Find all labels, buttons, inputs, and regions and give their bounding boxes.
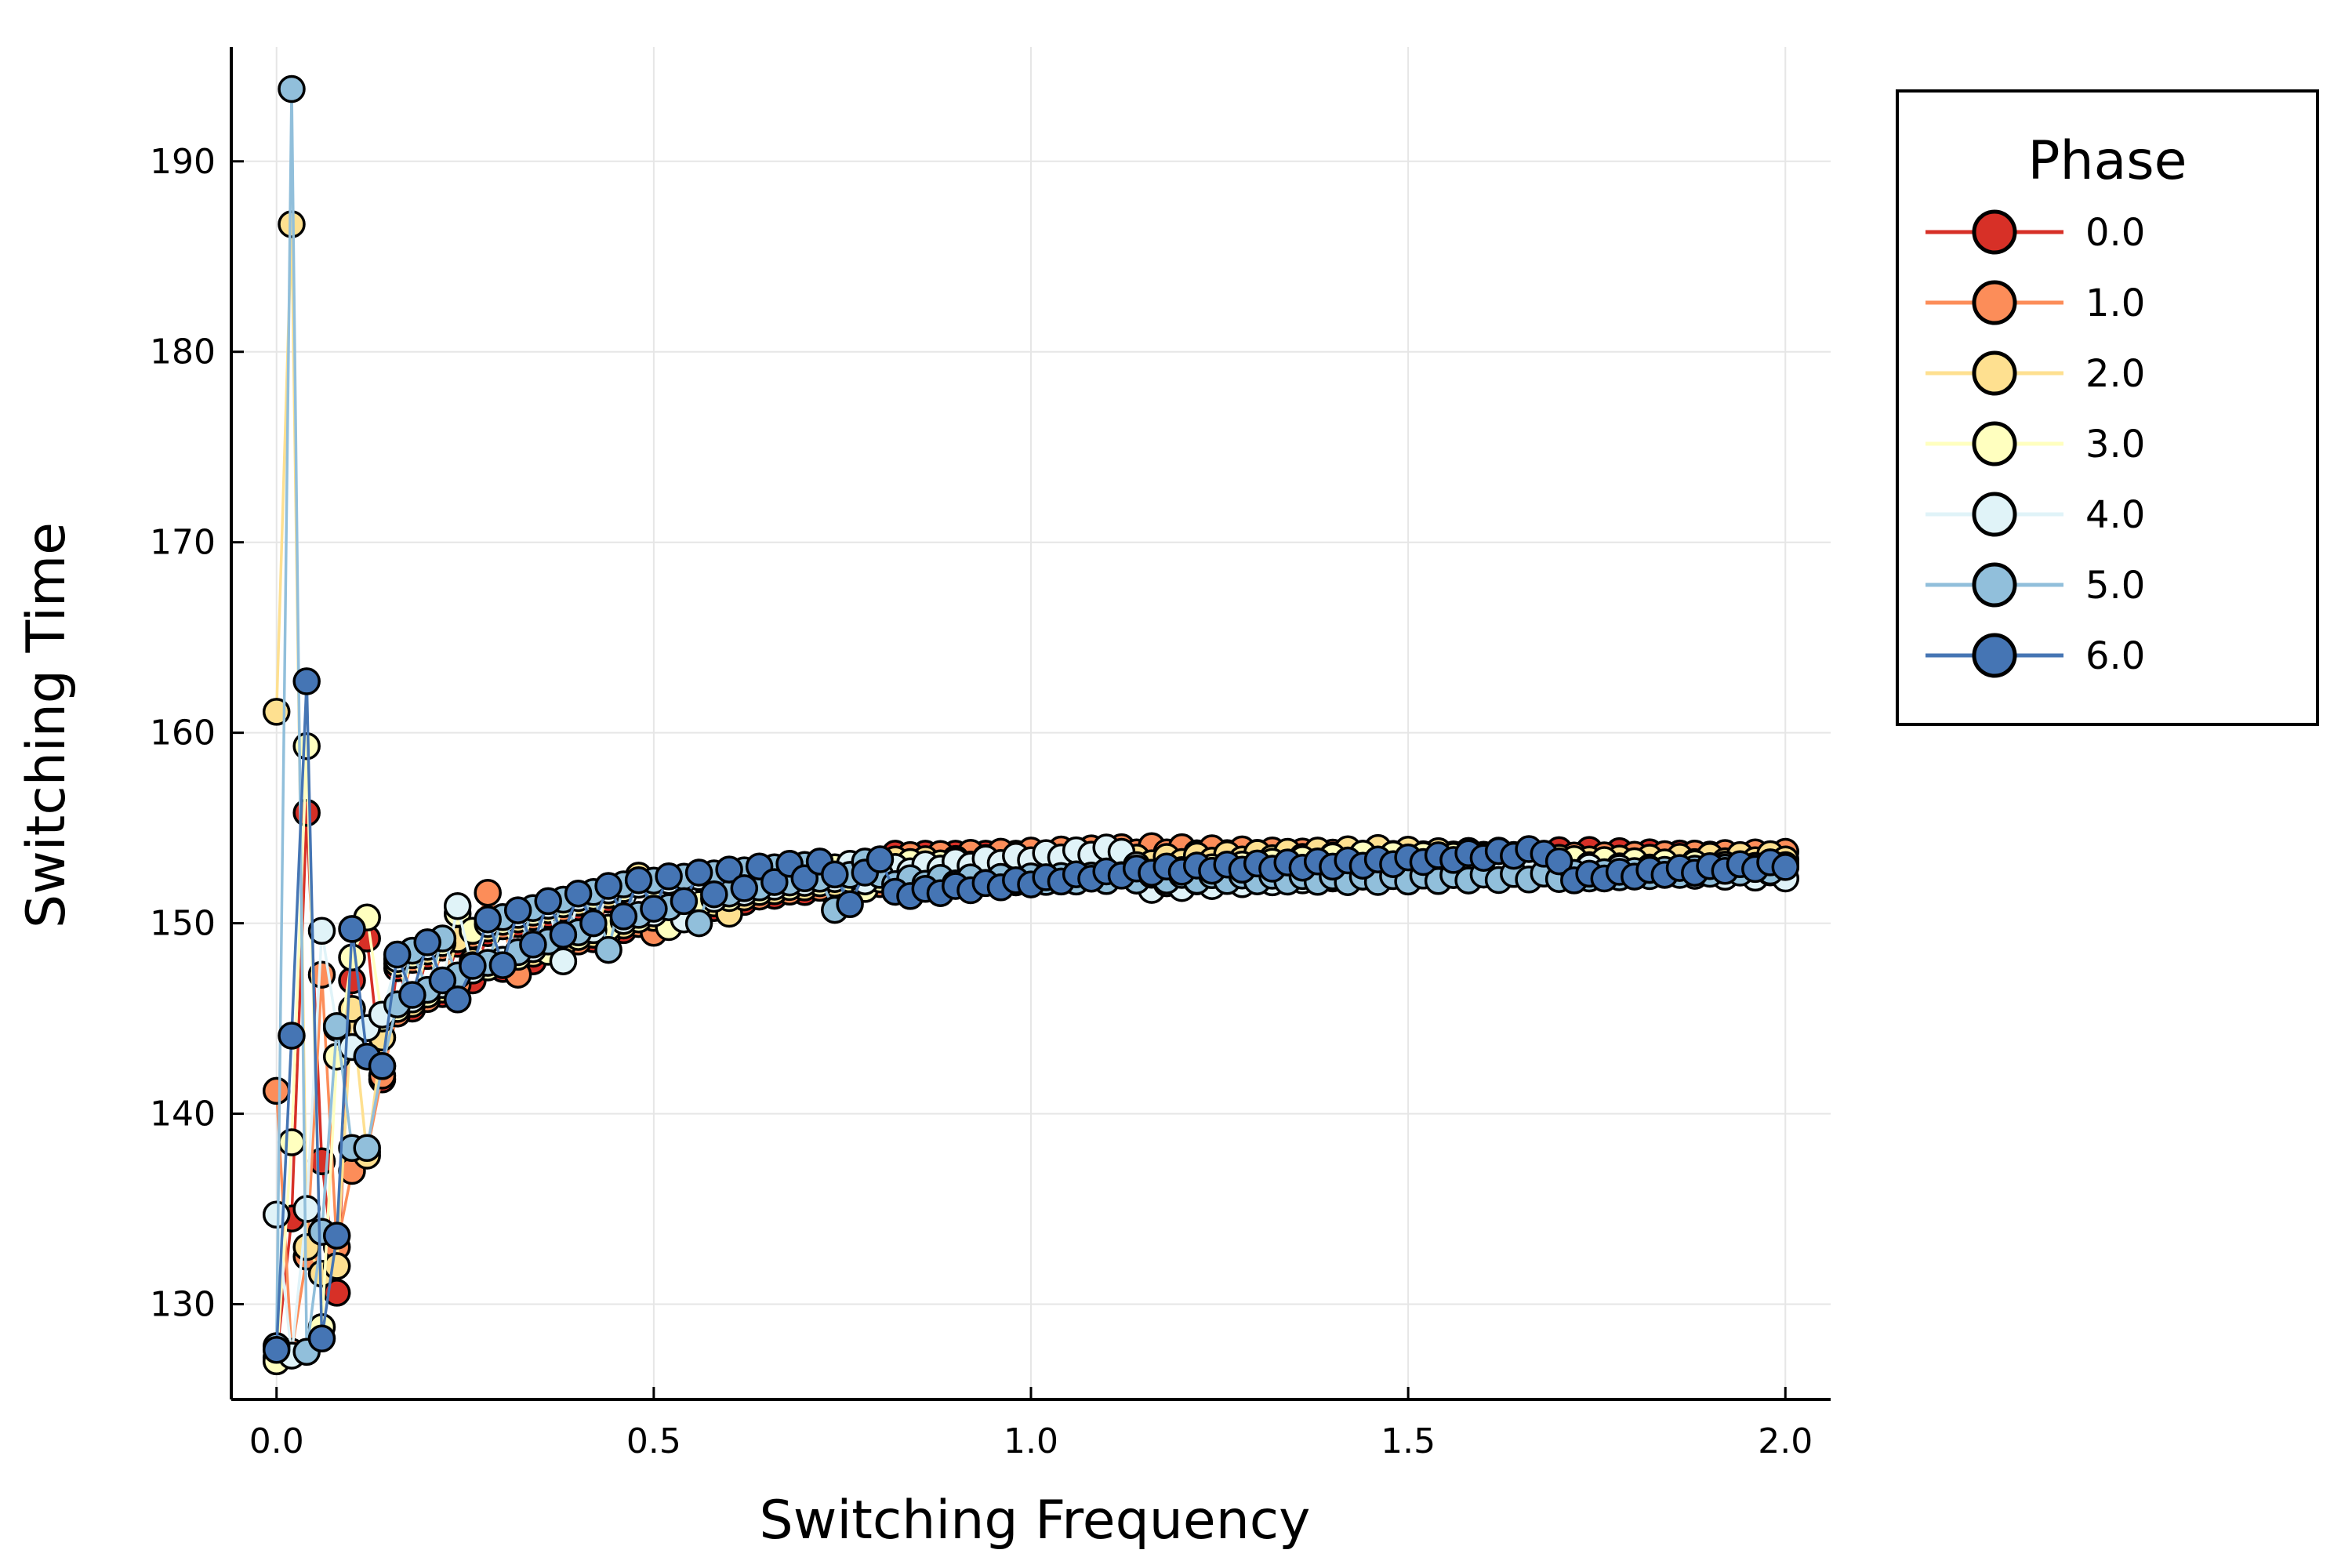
data-point [684, 858, 713, 887]
y-tick-label: 180 [150, 332, 216, 372]
data-point [564, 879, 593, 908]
y-tick-label: 150 [150, 904, 216, 944]
legend-label: 2.0 [2085, 352, 2145, 396]
legend-marker [1972, 280, 2017, 325]
legend-entry: 6.0 [1926, 633, 2145, 678]
legend-label: 0.0 [2085, 211, 2145, 255]
legend-marker [1972, 209, 2017, 255]
legend-entry: 1.0 [1926, 280, 2145, 325]
data-point [262, 1200, 291, 1229]
data-point [338, 915, 366, 943]
data-point [443, 985, 472, 1014]
legend-entry: 4.0 [1926, 492, 2145, 537]
data-point [821, 860, 849, 889]
legend-entry: 5.0 [1926, 562, 2145, 608]
axes [230, 47, 1831, 1401]
data-point [307, 916, 336, 946]
data-point [322, 1012, 351, 1040]
data-point [278, 210, 306, 238]
data-point [413, 928, 441, 956]
data-point [640, 895, 668, 923]
data-point [579, 909, 608, 938]
x-axis-label: Switching Frequency [760, 1490, 1311, 1552]
data-point [609, 902, 638, 931]
data-point [866, 845, 895, 873]
data-point [715, 855, 743, 884]
data-point [474, 878, 502, 907]
data-point [534, 887, 562, 916]
data-point [292, 667, 321, 695]
legend-label: 6.0 [2085, 634, 2145, 678]
data-point [730, 874, 759, 902]
x-tick-label: 2.0 [1758, 1421, 1813, 1461]
data-point [549, 947, 578, 975]
data-point [398, 981, 426, 1009]
data-point [383, 940, 412, 969]
x-tick-label: 1.5 [1381, 1421, 1436, 1461]
series-6.0 [262, 667, 1800, 1364]
x-tick-label: 0.5 [626, 1421, 681, 1461]
data-point [278, 74, 306, 103]
data-point [262, 1336, 291, 1364]
legend-label: 3.0 [2085, 423, 2145, 466]
x-tick-label: 0.0 [249, 1421, 304, 1461]
gridlines [231, 47, 1831, 1399]
y-tick-label: 140 [150, 1094, 216, 1134]
data-point [292, 798, 321, 827]
data-point [368, 1052, 397, 1080]
data-point [1544, 847, 1573, 876]
legend[interactable]: Phase 0.0 1.0 2.0 3.0 4.0 5.0 6.0 [1896, 89, 2319, 726]
legend-box [1896, 89, 2319, 726]
data-point [670, 887, 699, 916]
data-point [262, 1076, 291, 1105]
data-point [488, 951, 517, 979]
data-point [278, 1128, 306, 1156]
data-point [700, 880, 728, 909]
legend-marker [1972, 562, 2017, 608]
y-tick-label: 190 [150, 142, 216, 182]
y-tick-label: 170 [150, 523, 216, 563]
data-point [519, 931, 547, 959]
data-point [1771, 853, 1800, 881]
legend-marker [1972, 350, 2017, 396]
legend-label: 4.0 [2085, 493, 2145, 537]
legend-entry: 0.0 [1926, 209, 2145, 255]
data-point [836, 890, 864, 919]
data-point [760, 868, 789, 896]
data-point [459, 952, 487, 980]
tick-labels: 0.0 0.5 1.0 1.5 2.0 130 140 150 160 170 180 190 [150, 142, 1813, 1461]
legend-title: Phase [2027, 130, 2187, 192]
data-point [684, 909, 713, 938]
data-point [322, 1221, 351, 1250]
data-point [338, 966, 366, 995]
series-layer [262, 74, 1800, 1376]
data-point [655, 862, 683, 891]
data-point [322, 1252, 351, 1280]
data-point [428, 966, 457, 995]
legend-label: 1.0 [2085, 281, 2145, 325]
y-tick-label: 160 [150, 713, 216, 753]
legend-marker [1972, 421, 2017, 466]
data-point [443, 891, 472, 920]
y-axis-label: Switching Time [16, 522, 78, 928]
y-tick-label: 130 [150, 1285, 216, 1325]
data-point [503, 896, 532, 924]
legend-entry: 3.0 [1926, 421, 2145, 466]
data-point [594, 935, 622, 964]
legend-marker [1972, 633, 2017, 678]
data-point [353, 1134, 381, 1163]
data-point [278, 1022, 306, 1050]
x-tick-label: 1.0 [1004, 1421, 1058, 1461]
legend-label: 5.0 [2085, 564, 2145, 608]
data-point [594, 872, 622, 900]
data-point [292, 1195, 321, 1223]
legend-entries: 0.0 1.0 2.0 3.0 4.0 5.0 6.0 [1926, 209, 2145, 678]
legend-marker [1972, 492, 2017, 537]
data-point [624, 866, 653, 895]
data-point [307, 1324, 336, 1353]
data-point [474, 905, 502, 934]
data-point [549, 920, 578, 949]
legend-entry: 2.0 [1926, 350, 2145, 396]
